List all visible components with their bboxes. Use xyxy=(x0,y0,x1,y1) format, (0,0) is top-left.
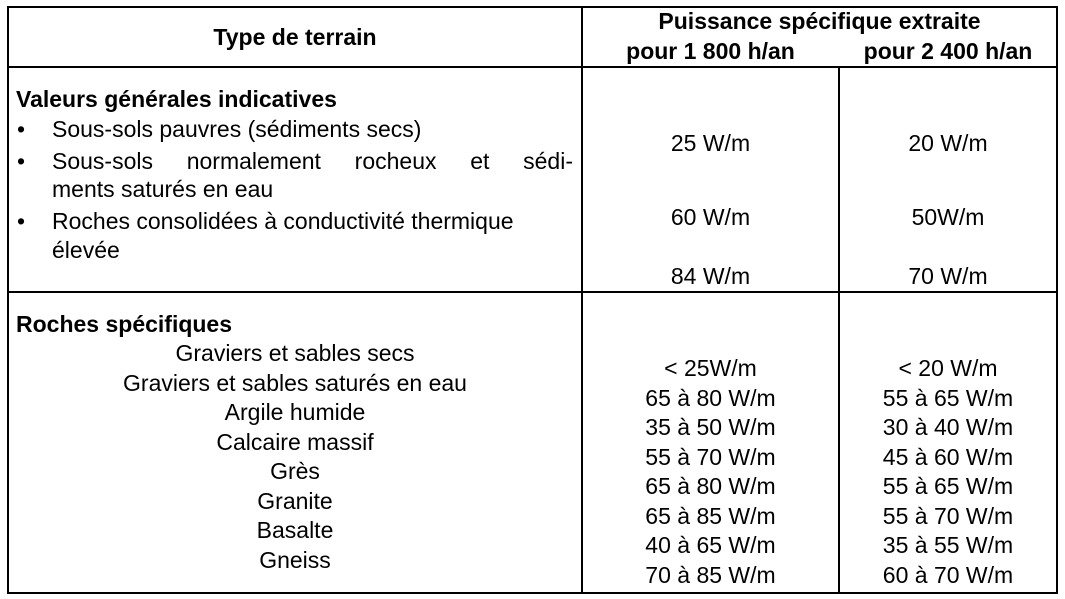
bullet-icon: • xyxy=(17,116,26,142)
section1-item-3-line2: élevée xyxy=(52,237,120,263)
header-divider xyxy=(7,66,1058,68)
rock-value-2400-8: 60 à 70 W/m xyxy=(882,562,1014,588)
column-divider-1 xyxy=(581,6,583,594)
section-divider xyxy=(7,291,1058,293)
rock-value-2400-2: 55 à 65 W/m xyxy=(882,385,1014,411)
rock-name-1: Graviers et sables secs xyxy=(175,340,415,366)
rock-value-2400-5: 55 à 65 W/m xyxy=(882,473,1014,499)
section1-item-2-line1: Sous-sols normalement rocheux et sédi- xyxy=(52,148,573,174)
rock-value-1800-2: 65 à 80 W/m xyxy=(645,385,776,411)
rock-value-1800-1: < 25W/m xyxy=(664,355,757,381)
rock-value-1800-4: 55 à 70 W/m xyxy=(645,444,776,470)
rock-value-2400-3: 30 à 40 W/m xyxy=(882,414,1014,440)
section1-value-1800-2: 60 W/m xyxy=(670,204,751,230)
section1-value-2400-1: 20 W/m xyxy=(908,130,988,156)
header-terrain-type: Type de terrain xyxy=(213,24,377,50)
header-power-title: Puissance spécifique extraite xyxy=(658,8,981,34)
rock-value-2400-6: 55 à 70 W/m xyxy=(882,503,1014,529)
rock-value-1800-3: 35 à 50 W/m xyxy=(645,414,776,440)
header-1800: pour 1 800 h/an xyxy=(626,38,795,64)
rock-value-1800-7: 40 à 65 W/m xyxy=(645,532,776,558)
rock-name-4: Calcaire massif xyxy=(216,429,374,455)
table-border-left xyxy=(7,6,9,594)
section1-item-1: Sous-sols pauvres (sédiments secs) xyxy=(52,116,422,142)
rock-name-6: Granite xyxy=(257,488,333,514)
section1-value-1800-3: 84 W/m xyxy=(670,263,751,289)
section1-value-1800-1: 25 W/m xyxy=(670,130,751,156)
rock-value-1800-6: 65 à 85 W/m xyxy=(645,503,776,529)
rock-value-1800-8: 70 à 85 W/m xyxy=(645,562,776,588)
column-divider-2 xyxy=(838,67,840,594)
section1-item-3-line1: Roches consolidées à conductivité thermi… xyxy=(52,208,514,234)
rock-name-8: Gneiss xyxy=(259,547,331,573)
section1-value-2400-3: 70 W/m xyxy=(908,263,988,289)
rock-name-5: Grès xyxy=(270,458,320,484)
section1-value-2400-2: 50W/m xyxy=(911,204,985,230)
rock-value-2400-7: 35 à 55 W/m xyxy=(882,532,1014,558)
rock-name-3: Argile humide xyxy=(224,399,366,425)
header-2400: pour 2 400 h/an xyxy=(863,38,1033,64)
section1-title: Valeurs générales indicatives xyxy=(16,86,337,112)
bullet-icon: • xyxy=(17,208,26,234)
table-border-bottom xyxy=(7,592,1058,594)
table-border-top xyxy=(7,6,1058,8)
table-border-right xyxy=(1056,6,1058,594)
rock-name-2: Graviers et sables saturés en eau xyxy=(123,370,467,396)
rock-name-7: Basalte xyxy=(256,517,334,543)
section1-item-2-line2: ments saturés en eau xyxy=(52,176,274,202)
rock-value-2400-4: 45 à 60 W/m xyxy=(882,444,1014,470)
section2-title: Roches spécifiques xyxy=(16,311,233,337)
bullet-icon: • xyxy=(17,148,26,174)
rock-value-1800-5: 65 à 80 W/m xyxy=(645,473,776,499)
rock-value-2400-1: < 20 W/m xyxy=(898,355,998,381)
